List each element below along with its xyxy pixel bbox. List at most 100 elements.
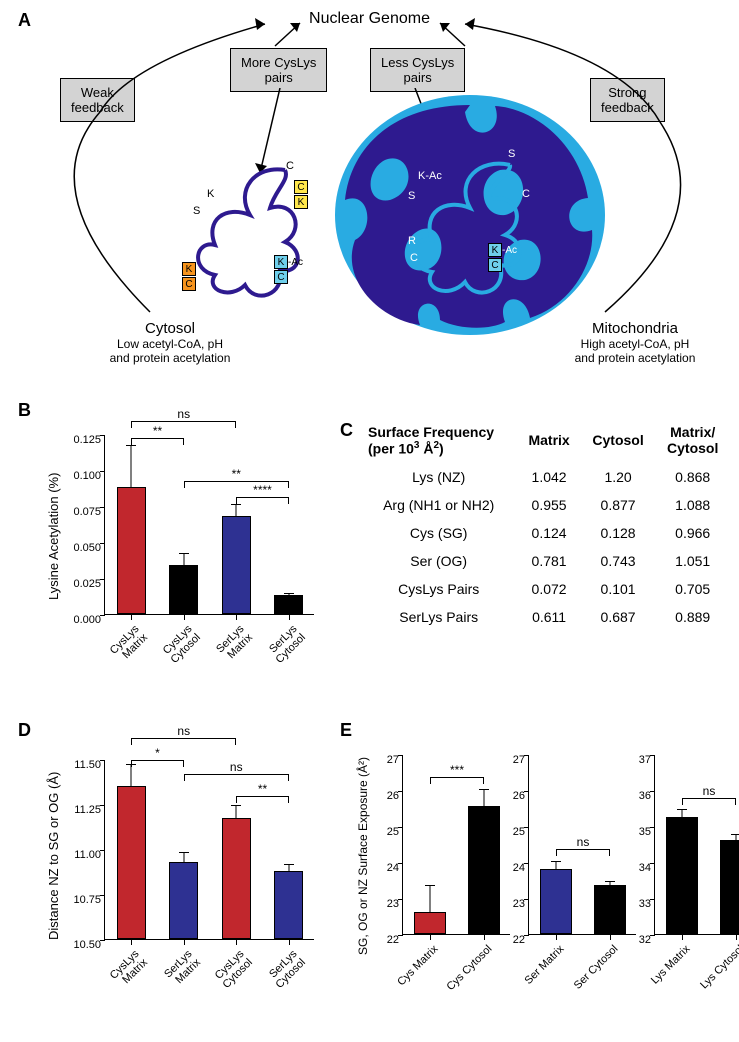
table-row: Ser (OG)0.7810.7431.051	[360, 547, 730, 575]
table-cell: 0.124	[517, 519, 580, 547]
cytosol-caption: Cytosol Low acetyl-CoA, pH and protein a…	[80, 320, 260, 365]
significance-label: ***	[450, 763, 464, 777]
table-header-cell: Surface Frequency(per 103 Å2)	[360, 418, 517, 463]
table-row: SerLys Pairs0.6110.6870.889	[360, 603, 730, 631]
table-cell: 1.20	[581, 463, 656, 491]
table-cell: 0.743	[581, 547, 656, 575]
significance-label: ns	[577, 835, 590, 849]
arrow-to-genome-left	[270, 18, 310, 48]
panel-e-subchart: 323334353637Lys MatrixLys Cytosolns	[654, 755, 739, 935]
significance-label: ns	[177, 407, 190, 421]
cyto-box-kac: K-Ac	[274, 253, 303, 269]
panel-b-axes: 0.0000.0250.0500.0750.1000.125CysLysMatr…	[104, 435, 314, 615]
cyto-res-c1: C	[286, 160, 294, 172]
table-cell: 0.966	[655, 519, 730, 547]
table-cell: Ser (OG)	[360, 547, 517, 575]
panel-d-axes: 10.5010.7511.0011.2511.50CysLysMatrixSer…	[104, 760, 314, 940]
table-cell: 1.042	[517, 463, 580, 491]
table-cell: CysLys Pairs	[360, 575, 517, 603]
table-header-cell: Cytosol	[581, 418, 656, 463]
table-cell: 1.051	[655, 547, 730, 575]
mito-res-c1: C	[522, 188, 530, 200]
bar	[274, 871, 303, 939]
mito-res-kac1: K-Ac	[418, 170, 442, 182]
mito-subtitle: High acetyl-CoA, pH and protein acetylat…	[540, 337, 730, 365]
mito-res-s1: S	[508, 148, 515, 160]
table-cell: Arg (NH1 or NH2)	[360, 491, 517, 519]
significance-label: **	[258, 782, 267, 796]
panel-e-subchart: 222324252627Ser MatrixSer Cytosolns	[528, 755, 636, 935]
cyto-res-s1: S	[193, 205, 200, 217]
bar	[666, 817, 698, 934]
table-header-cell: Matrix	[517, 418, 580, 463]
cyto-res-k1: K	[207, 188, 214, 200]
bar	[117, 786, 146, 939]
panel-e-ylabel: SG, OG or NZ Surface Exposure (Å²)	[356, 757, 370, 955]
panel-b-label: B	[18, 400, 31, 421]
table-cell: 0.611	[517, 603, 580, 631]
bar	[468, 806, 500, 934]
panel-c-table: Surface Frequency(per 103 Å2)MatrixCytos…	[360, 418, 730, 631]
table-cell: 0.877	[581, 491, 656, 519]
table-cell: 0.687	[581, 603, 656, 631]
bar	[274, 595, 303, 614]
table-cell: 0.128	[581, 519, 656, 547]
panel-e-chart: SG, OG or NZ Surface Exposure (Å²) 22232…	[350, 730, 730, 1030]
mito-box-kac: K-Ac	[488, 241, 517, 257]
table-cell: 0.101	[581, 575, 656, 603]
mito-res-r1: R	[408, 235, 416, 247]
cyto-box-c1: C	[294, 178, 308, 194]
panel-d-ylabel: Distance NZ to SG or OG (Å)	[46, 772, 61, 940]
panel-b-chart: Lysine Acetylation (%) 0.0000.0250.0500.…	[40, 410, 330, 690]
bar	[169, 565, 198, 614]
panel-d-chart: Distance NZ to SG or OG (Å) 10.5010.7511…	[40, 730, 330, 1030]
mito-res-s2: S	[408, 190, 415, 202]
table-cell: 0.868	[655, 463, 730, 491]
table-header-cell: Matrix/Cytosol	[655, 418, 730, 463]
bar	[594, 885, 626, 934]
table-cell: 0.072	[517, 575, 580, 603]
table-cell: 0.781	[517, 547, 580, 575]
table-row: CysLys Pairs0.0720.1010.705	[360, 575, 730, 603]
cyto-box-k1: K	[294, 193, 308, 209]
arrow-to-genome-right	[430, 18, 470, 48]
table-row: Arg (NH1 or NH2)0.9550.8771.088	[360, 491, 730, 519]
bar	[117, 487, 146, 614]
table-row: Cys (SG)0.1240.1280.966	[360, 519, 730, 547]
significance-label: ns	[703, 784, 716, 798]
significance-label: ****	[253, 483, 272, 497]
table-row: Lys (NZ)1.0421.200.868	[360, 463, 730, 491]
significance-label: ns	[230, 760, 243, 774]
bar	[222, 516, 251, 614]
significance-label: ns	[177, 724, 190, 738]
bar	[720, 840, 739, 934]
figure-root: A Nuclear Genome Weak feedback More CysL…	[0, 0, 739, 1042]
panel-c-label: C	[340, 420, 353, 441]
bar	[222, 818, 251, 939]
mito-caption: Mitochondria High acetyl-CoA, pH and pro…	[540, 320, 730, 365]
significance-label: *	[155, 746, 160, 760]
significance-label: **	[232, 467, 241, 481]
bar	[414, 912, 446, 934]
panel-a-diagram: Nuclear Genome Weak feedback More CysLys…	[0, 0, 739, 400]
cytosol-subtitle: Low acetyl-CoA, pH and protein acetylati…	[80, 337, 260, 365]
cyto-box-c3: C	[274, 268, 288, 284]
table-cell: SerLys Pairs	[360, 603, 517, 631]
table-cell: 1.088	[655, 491, 730, 519]
significance-label: **	[153, 424, 162, 438]
table-cell: 0.889	[655, 603, 730, 631]
cyto-box-c2: C	[182, 275, 196, 291]
mito-protein	[390, 150, 550, 310]
cyto-box-k2: K	[182, 260, 196, 276]
bar	[169, 862, 198, 939]
mito-res-c2: C	[410, 252, 418, 264]
panel-e-subchart: 222324252627Cys MatrixCys Cytosol***	[402, 755, 510, 935]
panel-d-label: D	[18, 720, 31, 741]
mito-box-c: C	[488, 256, 502, 272]
table-cell: Cys (SG)	[360, 519, 517, 547]
table-cell: 0.705	[655, 575, 730, 603]
bar	[540, 869, 572, 934]
panel-b-ylabel: Lysine Acetylation (%)	[46, 473, 61, 600]
nuclear-genome-title: Nuclear Genome	[309, 10, 430, 28]
table-cell: Lys (NZ)	[360, 463, 517, 491]
